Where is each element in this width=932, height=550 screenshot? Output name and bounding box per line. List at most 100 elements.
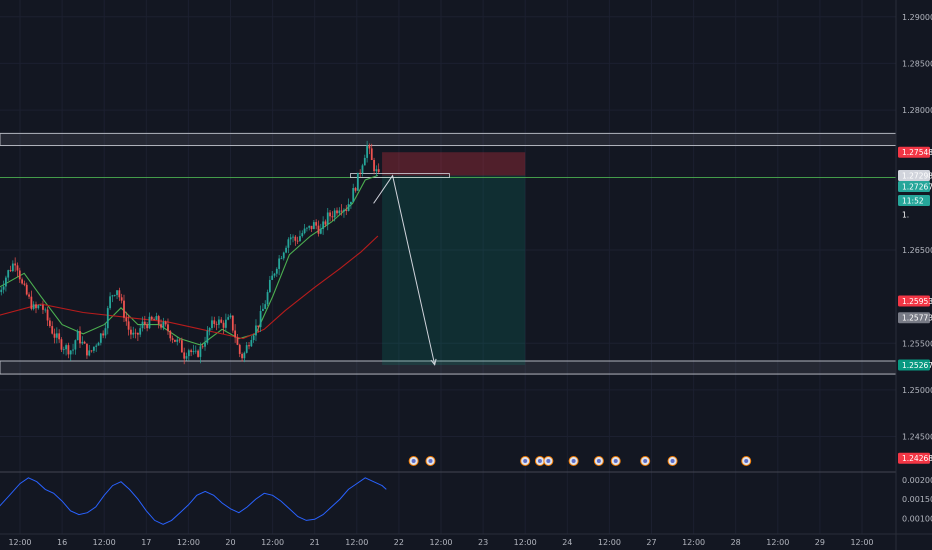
economic-events[interactable] — [408, 456, 752, 466]
candle-body — [229, 315, 232, 318]
price-label: 1.27548 — [902, 148, 932, 157]
time-tick-label: 12:00 — [514, 538, 537, 547]
event-marker-icon[interactable] — [741, 456, 752, 466]
event-marker-icon[interactable] — [408, 456, 419, 466]
event-marker-dot — [411, 459, 416, 463]
candle-body — [106, 308, 109, 329]
candle-body — [83, 341, 86, 344]
candle-body — [2, 286, 5, 290]
event-marker-icon[interactable] — [568, 456, 579, 466]
support-resistance-zones[interactable] — [0, 132, 897, 375]
candle-body — [236, 337, 239, 345]
candle-body — [28, 294, 30, 297]
price-label-badge — [898, 359, 930, 371]
price-label-badge — [898, 312, 930, 324]
candle-body — [125, 317, 128, 322]
candle-body — [55, 333, 58, 338]
time-tick-label: 12:00 — [93, 538, 116, 547]
candle-body — [262, 308, 264, 311]
short-position-tool[interactable] — [0, 152, 896, 366]
event-marker-icon[interactable] — [520, 456, 531, 466]
price-label: 1.25267 — [902, 361, 932, 370]
candle-body — [306, 227, 308, 229]
candlesticks — [0, 140, 380, 365]
oscillator-tick-label: 0.00100 — [902, 515, 932, 524]
candle-body — [354, 188, 357, 191]
candle-body — [60, 339, 63, 350]
candle-body — [90, 350, 93, 352]
price-tick-label: 1.28000 — [902, 106, 932, 115]
event-marker-dot — [571, 459, 576, 463]
event-marker-dot — [643, 459, 648, 463]
candle-body — [23, 283, 26, 285]
time-tick-label: 12:00 — [261, 538, 284, 547]
candle-body — [213, 320, 216, 324]
candle-body — [326, 212, 329, 225]
candle-body — [238, 344, 241, 354]
event-marker-dot — [596, 459, 601, 463]
price-label: 1.25953 — [902, 297, 932, 306]
candle-body — [30, 296, 33, 309]
price-tick-label: 1.28500 — [902, 59, 932, 68]
candle-body — [231, 315, 234, 331]
candle-body — [190, 350, 193, 353]
time-axis[interactable]: 12:00 16 12:00 17 12:00 20 12:00 21 12:00 22 12:00… — [0, 533, 932, 547]
candle-body — [299, 236, 301, 242]
candle-body — [130, 329, 132, 335]
candle-body — [146, 324, 149, 329]
candle-body — [97, 342, 100, 346]
event-marker-icon[interactable] — [543, 456, 554, 466]
candle-body — [368, 145, 371, 149]
price-label: 11:52 — [902, 196, 924, 205]
candle-body — [280, 258, 283, 260]
candle-body — [81, 341, 84, 344]
time-tick-label: 12:00 — [8, 538, 31, 547]
event-marker-dot — [428, 459, 433, 463]
candle-body — [18, 270, 21, 280]
event-marker-icon[interactable] — [667, 456, 678, 466]
candle-body — [123, 300, 125, 318]
price-label-badge — [898, 452, 930, 464]
candle-body — [74, 340, 77, 350]
candle-body — [148, 316, 151, 329]
moving-averages — [0, 174, 379, 346]
price-label-badge — [898, 146, 930, 158]
price-tick-label: 1.25000 — [902, 386, 932, 395]
price-label: 1.27267 — [902, 182, 932, 191]
candle-body — [215, 323, 218, 325]
event-marker-icon[interactable] — [640, 456, 651, 466]
event-marker-icon[interactable] — [425, 456, 436, 466]
candle-body — [187, 350, 190, 357]
candle-body — [72, 349, 74, 351]
candle-body — [51, 326, 54, 334]
candle-body — [48, 320, 51, 327]
event-marker-icon[interactable] — [534, 456, 545, 466]
candle-body — [319, 228, 322, 234]
time-tick-label: 17 — [141, 538, 151, 547]
candle-body — [7, 270, 10, 278]
candle-body — [278, 258, 281, 269]
candle-body — [370, 148, 373, 160]
grid — [0, 0, 896, 534]
candle-body — [243, 352, 246, 359]
candle-body — [234, 330, 237, 338]
candle-body — [315, 222, 318, 226]
forecast-arrow[interactable] — [373, 174, 437, 366]
candle-body — [79, 331, 81, 344]
candle-body — [264, 304, 267, 309]
candle-body — [199, 346, 202, 357]
event-marker-icon[interactable] — [593, 456, 604, 466]
candle-body — [88, 350, 91, 356]
price-axis[interactable]: 1.29000 1.28500 1.28000 1.26500 1.25500 1.250… — [895, 0, 932, 550]
candle-body — [62, 349, 65, 351]
candle-body — [76, 331, 79, 341]
forecast-arrowhead — [430, 358, 437, 366]
candle-body — [252, 335, 255, 341]
candle-body — [312, 222, 315, 230]
candle-body — [289, 237, 292, 240]
candle-body — [373, 159, 375, 172]
event-marker-icon[interactable] — [610, 456, 621, 466]
event-marker-dot — [523, 459, 528, 463]
price-label: 1.24268 — [902, 454, 932, 463]
